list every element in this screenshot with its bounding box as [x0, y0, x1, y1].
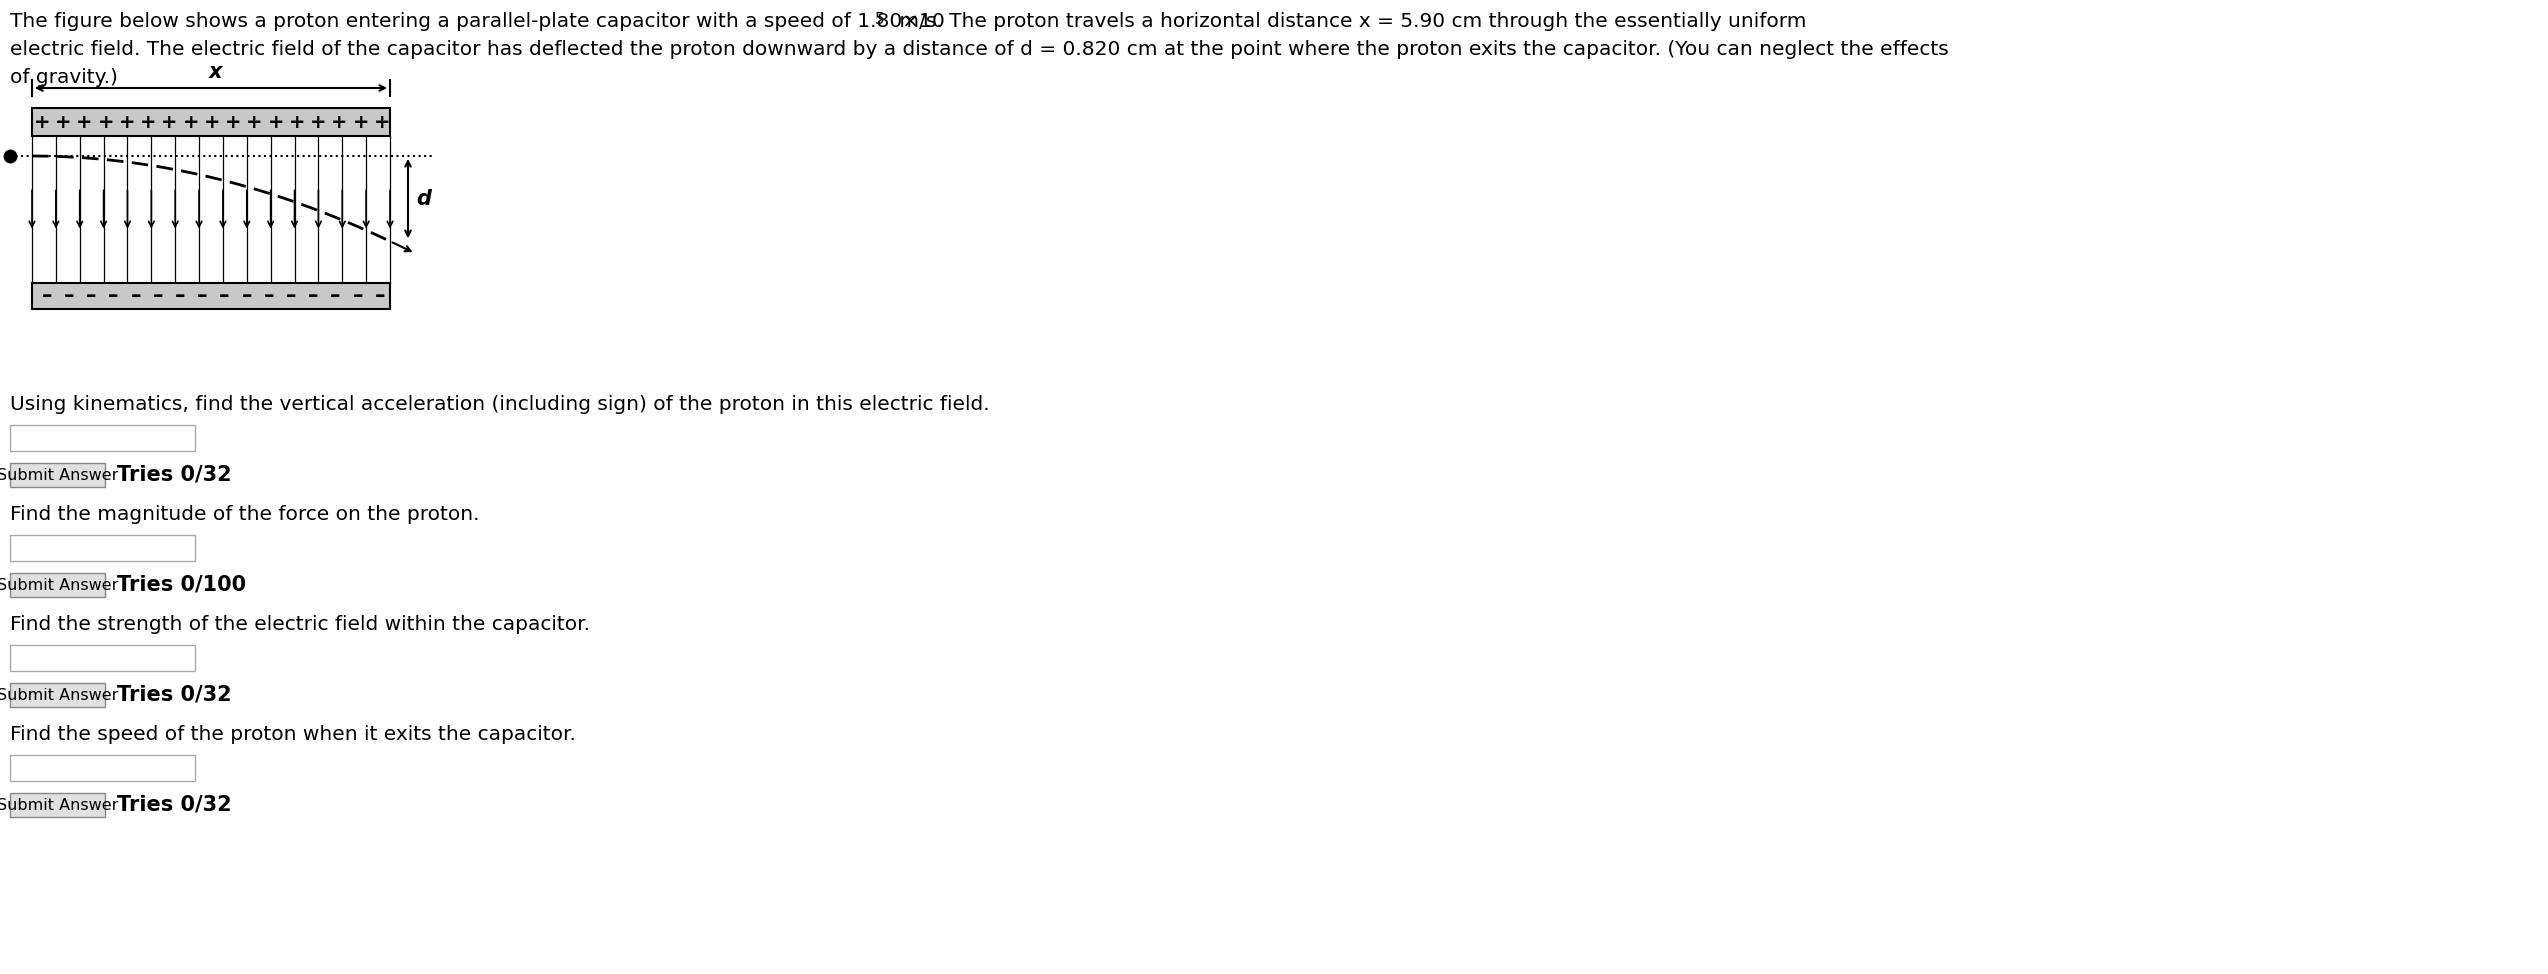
- Text: +: +: [247, 113, 262, 131]
- Bar: [10, 645, 196, 671]
- Text: –: –: [64, 286, 74, 306]
- Bar: [10, 755, 196, 781]
- Text: +: +: [204, 113, 219, 131]
- Bar: [33, 108, 390, 136]
- Text: –: –: [242, 286, 252, 306]
- Text: 5: 5: [874, 12, 884, 27]
- Text: –: –: [130, 286, 140, 306]
- Text: +: +: [331, 113, 347, 131]
- Text: Tries 0/32: Tries 0/32: [117, 465, 232, 485]
- Bar: [10, 573, 104, 597]
- Text: Tries 0/32: Tries 0/32: [117, 795, 232, 815]
- Text: Submit Answer: Submit Answer: [0, 578, 117, 592]
- Text: –: –: [41, 286, 54, 306]
- Text: Submit Answer: Submit Answer: [0, 688, 117, 702]
- Text: +: +: [224, 113, 242, 131]
- Text: +: +: [76, 113, 92, 131]
- Text: Find the magnitude of the force on the proton.: Find the magnitude of the force on the p…: [10, 505, 479, 524]
- Text: –: –: [176, 286, 186, 306]
- Text: Tries 0/100: Tries 0/100: [117, 575, 247, 595]
- Bar: [10, 463, 104, 487]
- Text: electric field. The electric field of the capacitor has deflected the proton dow: electric field. The electric field of th…: [10, 40, 1949, 59]
- Text: –: –: [110, 286, 120, 306]
- Text: +: +: [375, 113, 390, 131]
- Text: –: –: [285, 286, 296, 306]
- Text: The figure below shows a proton entering a parallel-plate capacitor with a speed: The figure below shows a proton entering…: [10, 12, 945, 31]
- Text: +: +: [97, 113, 115, 131]
- Text: Find the strength of the electric field within the capacitor.: Find the strength of the electric field …: [10, 615, 591, 634]
- Text: +: +: [352, 113, 369, 131]
- Text: –: –: [87, 286, 97, 306]
- Text: +: +: [183, 113, 199, 131]
- Text: +: +: [120, 113, 135, 131]
- Text: –: –: [265, 286, 275, 306]
- Text: –: –: [308, 286, 318, 306]
- Text: –: –: [196, 286, 206, 306]
- Text: x: x: [209, 62, 222, 82]
- Bar: [33, 283, 390, 309]
- Text: –: –: [352, 286, 362, 306]
- Text: d: d: [415, 189, 431, 208]
- Text: +: +: [56, 113, 71, 131]
- Text: –: –: [219, 286, 229, 306]
- Text: Find the speed of the proton when it exits the capacitor.: Find the speed of the proton when it exi…: [10, 725, 576, 744]
- Text: m/s. The proton travels a horizontal distance x = 5.90 cm through the essentiall: m/s. The proton travels a horizontal dis…: [892, 12, 1807, 31]
- Bar: [10, 425, 196, 451]
- Text: Submit Answer: Submit Answer: [0, 798, 117, 812]
- Bar: [10, 793, 104, 817]
- Text: of gravity.): of gravity.): [10, 68, 117, 87]
- Text: –: –: [153, 286, 163, 306]
- Text: +: +: [311, 113, 326, 131]
- Text: +: +: [288, 113, 306, 131]
- Bar: [10, 535, 196, 561]
- Text: Submit Answer: Submit Answer: [0, 468, 117, 482]
- Text: Using kinematics, find the vertical acceleration (including sign) of the proton : Using kinematics, find the vertical acce…: [10, 395, 989, 414]
- Bar: [10, 683, 104, 707]
- Text: –: –: [375, 286, 385, 306]
- Text: –: –: [331, 286, 341, 306]
- Text: +: +: [33, 113, 51, 131]
- Text: +: +: [161, 113, 178, 131]
- Text: +: +: [140, 113, 155, 131]
- Text: Tries 0/32: Tries 0/32: [117, 685, 232, 705]
- Text: +: +: [268, 113, 283, 131]
